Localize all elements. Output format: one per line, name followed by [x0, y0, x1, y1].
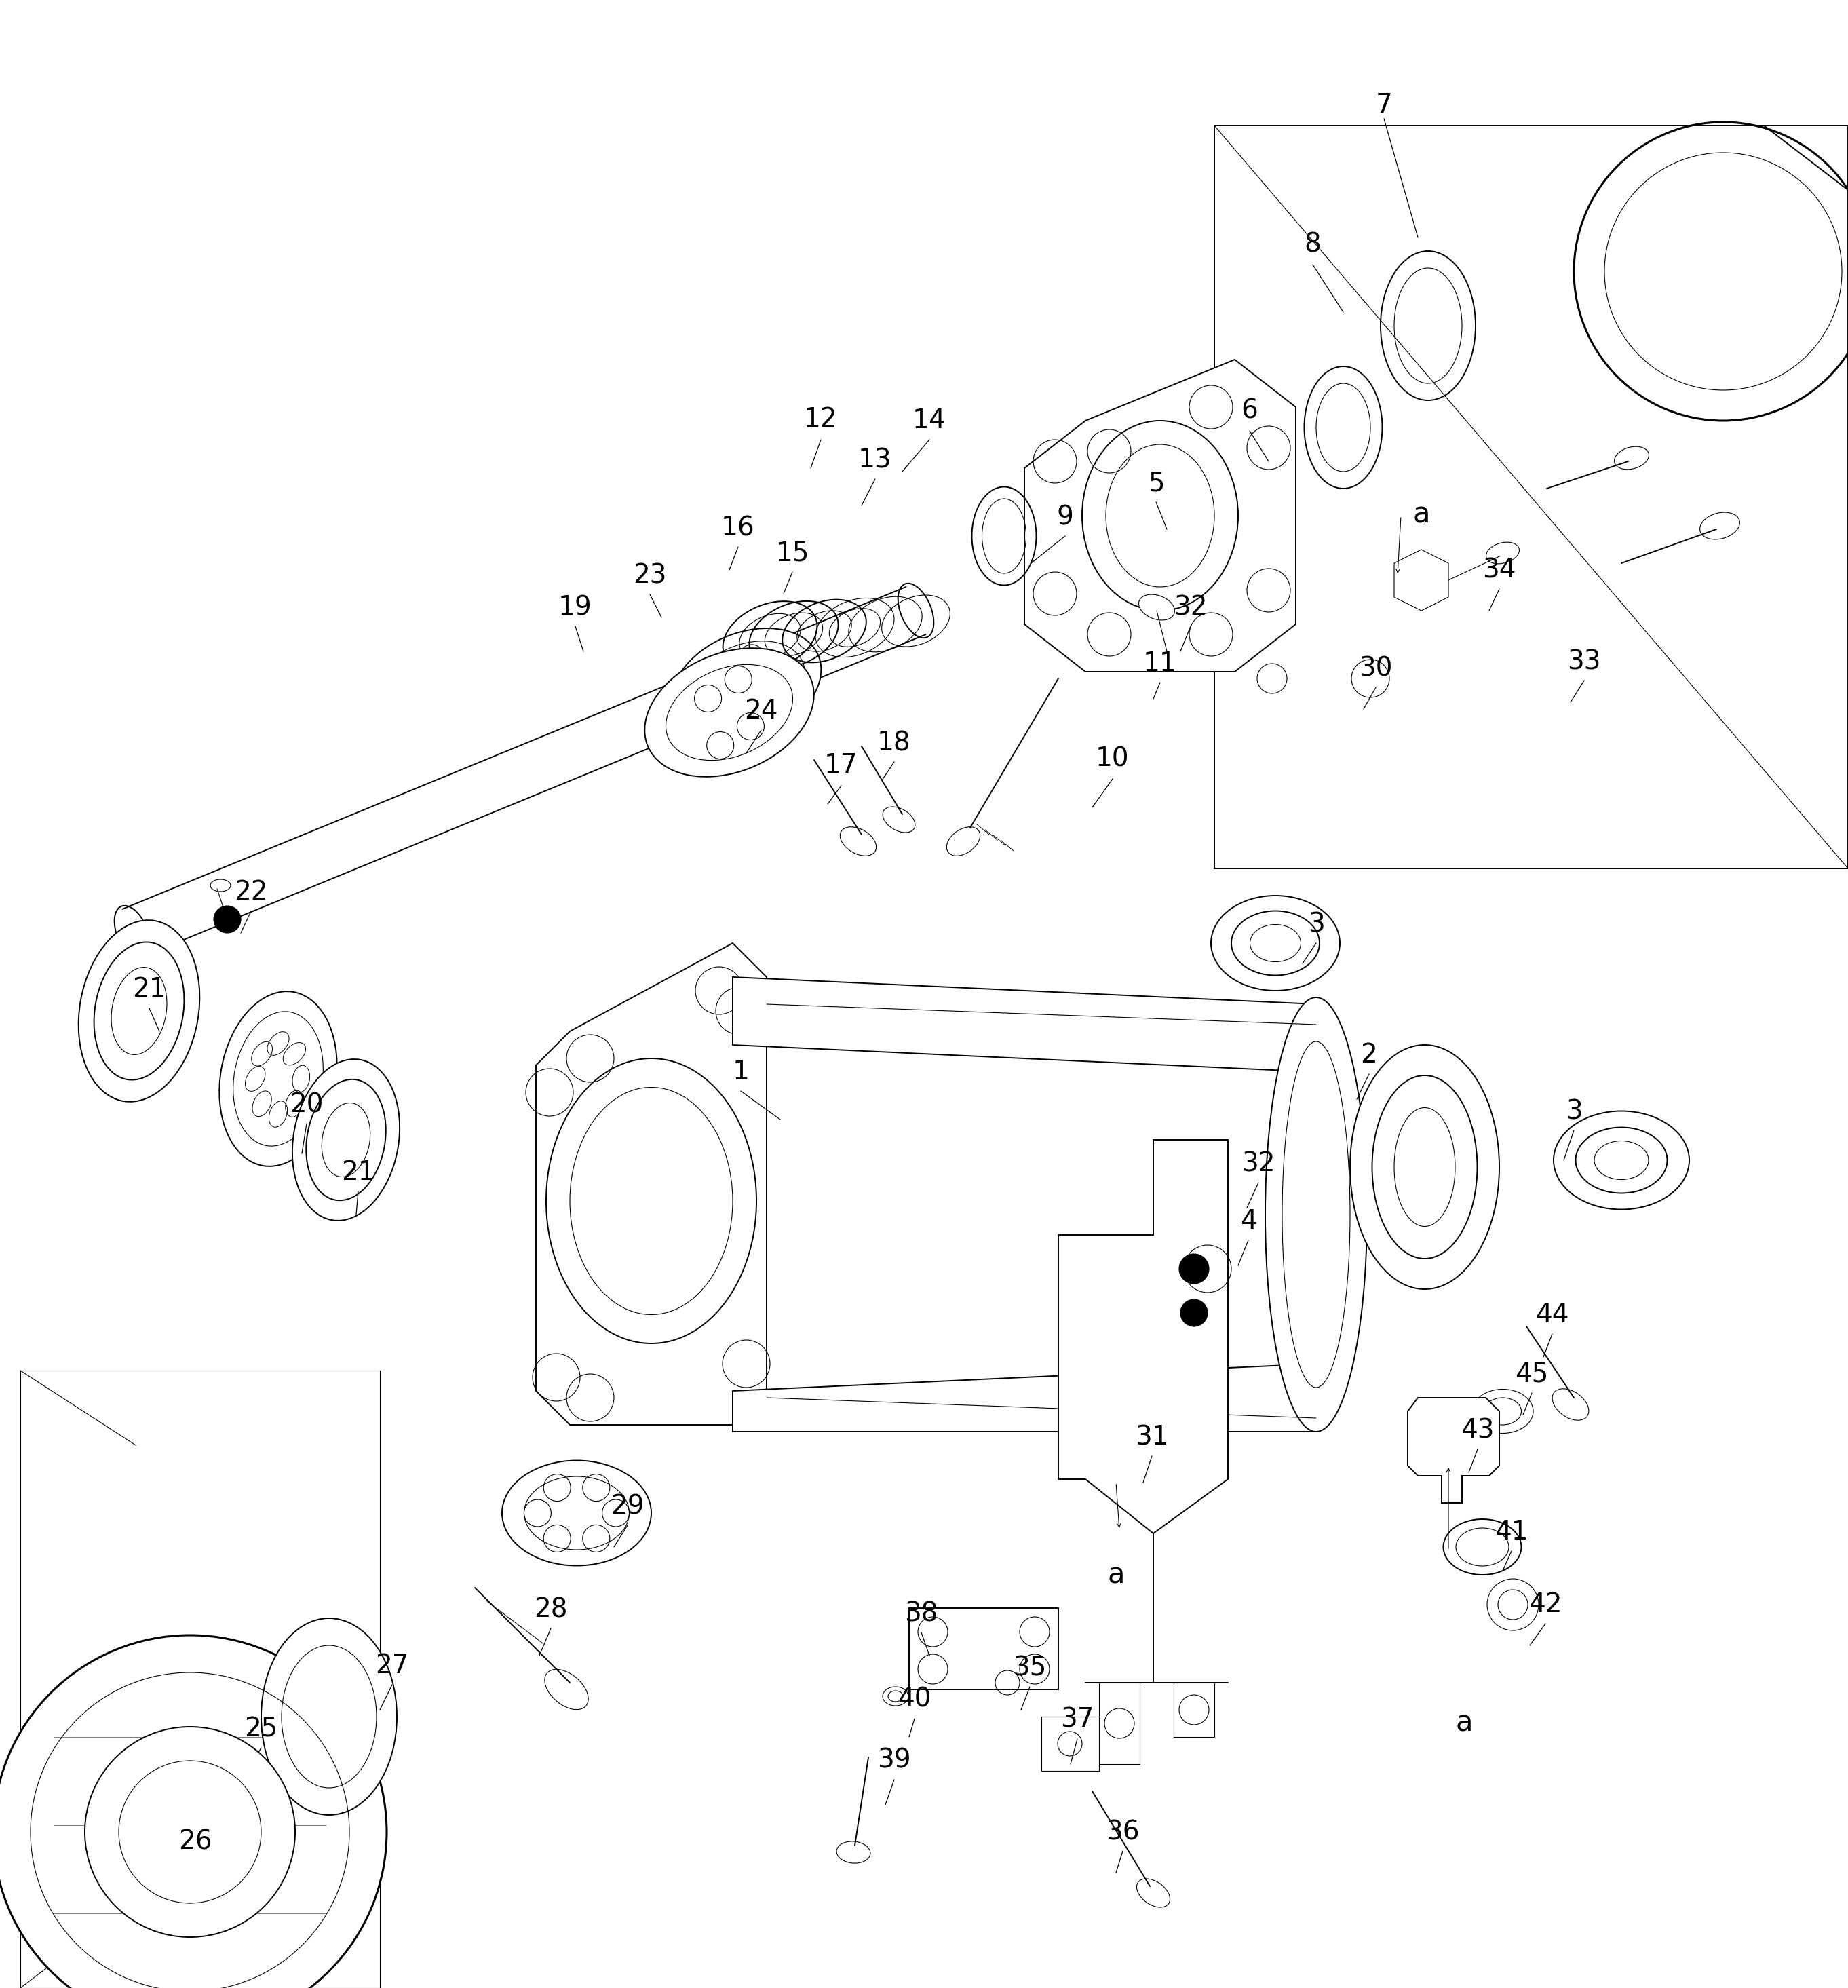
Text: 9: 9: [1057, 505, 1074, 531]
Polygon shape: [1100, 1682, 1140, 1763]
Text: 33: 33: [1567, 648, 1600, 674]
Text: 12: 12: [804, 406, 837, 431]
Text: 15: 15: [776, 541, 809, 567]
Text: 20: 20: [290, 1091, 323, 1117]
Text: 26: 26: [179, 1829, 213, 1855]
Ellipse shape: [220, 992, 336, 1167]
Text: 25: 25: [244, 1716, 277, 1741]
Polygon shape: [909, 1608, 1059, 1690]
Text: 11: 11: [1144, 650, 1177, 676]
Text: 32: 32: [1242, 1151, 1275, 1177]
Ellipse shape: [1351, 1046, 1499, 1288]
Ellipse shape: [503, 1461, 650, 1567]
Ellipse shape: [292, 1060, 399, 1221]
Text: 43: 43: [1460, 1417, 1495, 1443]
Ellipse shape: [261, 1618, 397, 1815]
Ellipse shape: [78, 920, 200, 1101]
Text: 28: 28: [534, 1596, 567, 1622]
Text: 30: 30: [1358, 656, 1393, 682]
Polygon shape: [1408, 1398, 1499, 1503]
Ellipse shape: [645, 648, 813, 777]
Text: 17: 17: [824, 751, 857, 777]
Polygon shape: [1042, 1716, 1100, 1771]
Text: 5: 5: [1148, 471, 1164, 495]
Text: 44: 44: [1536, 1302, 1569, 1328]
Text: a: a: [1107, 1561, 1125, 1590]
Text: 35: 35: [1013, 1654, 1046, 1680]
Text: 16: 16: [721, 515, 756, 541]
Text: 27: 27: [375, 1652, 408, 1678]
Polygon shape: [732, 976, 1316, 1072]
Text: a: a: [1412, 501, 1430, 529]
Text: 6: 6: [1242, 398, 1258, 423]
Text: 31: 31: [1135, 1423, 1168, 1449]
Polygon shape: [1059, 1139, 1227, 1533]
Polygon shape: [54, 1670, 325, 1988]
Text: 8: 8: [1305, 231, 1321, 256]
Text: 45: 45: [1515, 1362, 1549, 1388]
Circle shape: [0, 1636, 386, 1988]
Circle shape: [214, 907, 240, 932]
Text: 41: 41: [1495, 1519, 1528, 1545]
Text: 21: 21: [133, 976, 166, 1002]
Polygon shape: [732, 1364, 1316, 1431]
Polygon shape: [1024, 360, 1295, 672]
Text: 42: 42: [1528, 1592, 1562, 1618]
Text: 40: 40: [898, 1686, 931, 1712]
Text: 38: 38: [904, 1600, 939, 1626]
Text: 36: 36: [1105, 1819, 1140, 1845]
Text: 21: 21: [342, 1159, 375, 1185]
Text: 22: 22: [235, 879, 268, 905]
Text: 14: 14: [913, 408, 946, 433]
Ellipse shape: [671, 628, 821, 742]
Ellipse shape: [1554, 1111, 1689, 1209]
Text: 7: 7: [1375, 91, 1392, 117]
Text: 2: 2: [1360, 1042, 1377, 1068]
Text: 13: 13: [857, 447, 893, 473]
Text: 29: 29: [610, 1493, 645, 1519]
Text: 24: 24: [745, 698, 778, 724]
Text: 18: 18: [878, 730, 911, 755]
Text: 19: 19: [558, 594, 591, 620]
Polygon shape: [536, 942, 767, 1425]
Circle shape: [1179, 1254, 1209, 1284]
Text: 1: 1: [732, 1060, 748, 1085]
Text: 4: 4: [1240, 1209, 1257, 1235]
Text: 3: 3: [1565, 1099, 1582, 1125]
Polygon shape: [1173, 1682, 1214, 1738]
Text: 32: 32: [1173, 594, 1207, 620]
Ellipse shape: [1138, 594, 1175, 620]
Ellipse shape: [1210, 897, 1340, 990]
Polygon shape: [1393, 549, 1449, 610]
Circle shape: [1181, 1300, 1207, 1326]
Ellipse shape: [1266, 998, 1368, 1431]
Text: 37: 37: [1061, 1708, 1094, 1734]
Text: 39: 39: [878, 1747, 911, 1773]
Text: 34: 34: [1482, 557, 1515, 582]
Text: a: a: [1456, 1710, 1473, 1738]
Text: 23: 23: [634, 563, 667, 588]
Text: 10: 10: [1096, 746, 1129, 771]
Circle shape: [85, 1728, 296, 1936]
Text: 3: 3: [1308, 911, 1325, 936]
